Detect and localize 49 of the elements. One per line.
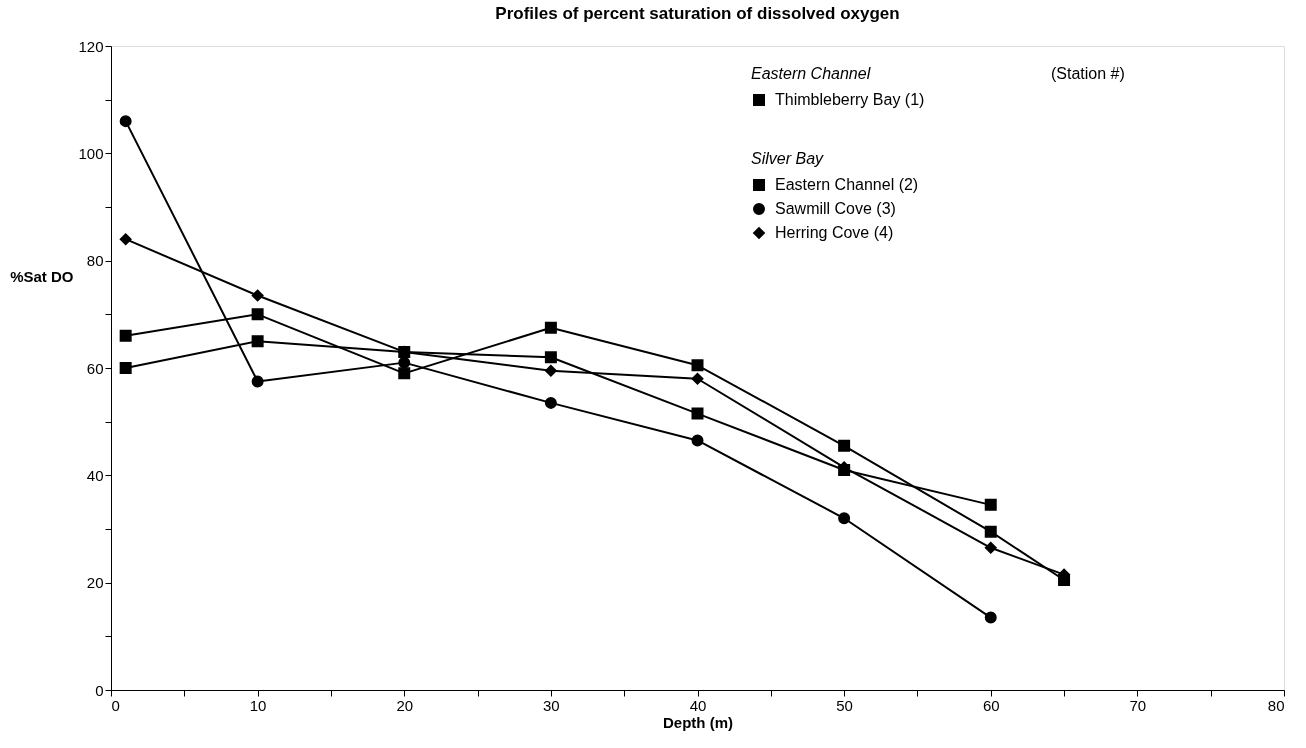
x-tick-label: 70 xyxy=(1129,696,1147,714)
x-tick-label: 80 xyxy=(1267,696,1285,714)
point xyxy=(119,362,132,374)
point xyxy=(838,512,851,525)
x-tick-label: 10 xyxy=(249,696,267,714)
point xyxy=(544,396,557,409)
point xyxy=(251,308,264,321)
point xyxy=(251,335,264,348)
y-tick-label: 60 xyxy=(86,359,104,377)
y-axis-title: %Sat DO xyxy=(10,267,74,285)
y-tick-label: 40 xyxy=(86,466,104,484)
annotation: Eastern Channel xyxy=(751,65,871,82)
point xyxy=(544,364,557,377)
point xyxy=(691,372,704,385)
point xyxy=(119,329,132,342)
legend-label: Thimbleberry Bay (1) xyxy=(775,91,925,108)
legend-label: Eastern Channel (2) xyxy=(775,176,919,193)
x-tick-label: 60 xyxy=(982,696,1000,714)
x-tick-label: 50 xyxy=(836,696,853,714)
chart-title: Profiles of percent saturation of dissolved oxygen xyxy=(495,4,900,23)
point xyxy=(691,434,704,447)
annotation: Silver Bay xyxy=(751,150,825,167)
x-tick-label: 30 xyxy=(543,696,560,714)
y-tick-label: 120 xyxy=(78,37,104,55)
point xyxy=(544,351,557,364)
point xyxy=(251,375,264,388)
point xyxy=(119,115,132,128)
legend-label: Herring Cove (4) xyxy=(775,224,894,241)
y-tick-label: 0 xyxy=(95,681,104,699)
point xyxy=(838,439,851,452)
point xyxy=(119,233,132,246)
point xyxy=(691,359,704,372)
point xyxy=(984,541,997,554)
point xyxy=(984,498,997,511)
x-tick-label: 0 xyxy=(111,696,120,714)
y-tick-label: 80 xyxy=(86,252,104,270)
x-tick-label: 40 xyxy=(689,696,707,714)
point xyxy=(984,611,997,624)
y-tick-label: 20 xyxy=(86,574,104,592)
y-tick-label: 100 xyxy=(78,144,104,162)
x-tick-label: 20 xyxy=(396,696,414,714)
point xyxy=(251,289,264,302)
point xyxy=(544,321,557,334)
point xyxy=(984,525,997,538)
x-axis-title: Depth (m) xyxy=(663,713,733,731)
legend-label: Sawmill Cove (3) xyxy=(775,200,896,217)
annotation: (Station #) xyxy=(1051,65,1125,82)
point xyxy=(398,367,411,380)
point xyxy=(691,407,704,420)
